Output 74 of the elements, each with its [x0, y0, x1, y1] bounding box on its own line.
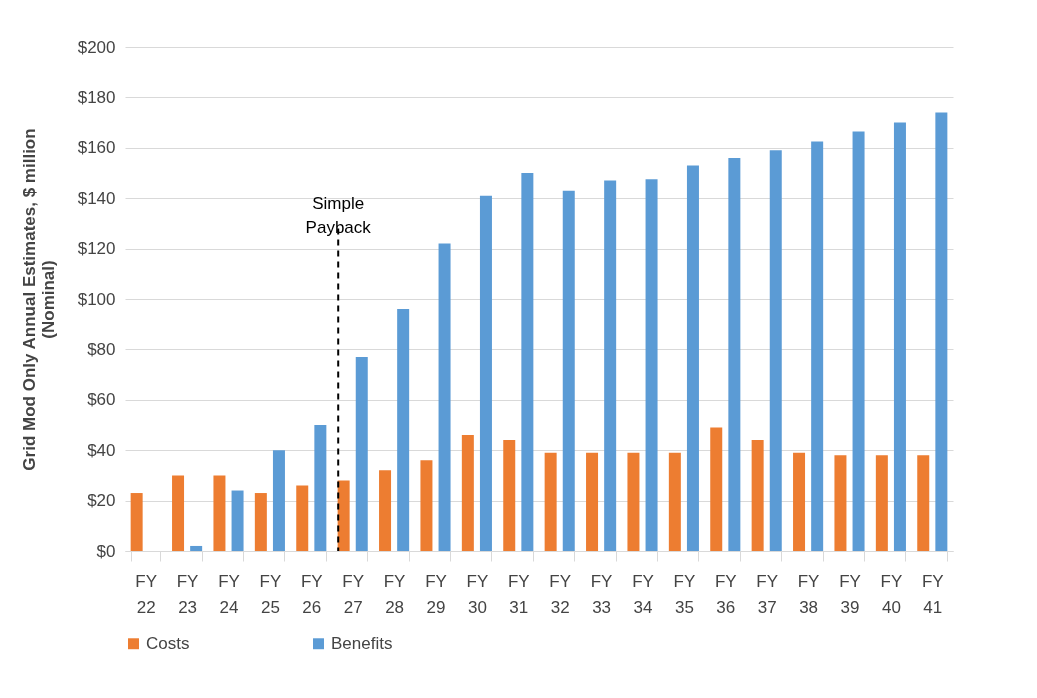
bar [917, 455, 930, 551]
x-tick-label: FY 33 [590, 571, 613, 617]
bar [751, 440, 764, 551]
x-tick-label: FY 37 [756, 571, 779, 617]
bar [893, 122, 906, 551]
bar [875, 455, 888, 551]
x-tick-label: FY 28 [383, 571, 406, 617]
x-tick-label: FY 30 [466, 571, 489, 617]
x-tick-label: FY 32 [549, 571, 572, 617]
x-tick-label: FY 25 [259, 571, 282, 617]
bar [479, 195, 492, 551]
bar [686, 165, 699, 551]
bar [710, 427, 723, 551]
y-tick-label: $40 [87, 440, 116, 460]
bar [231, 490, 244, 551]
bar [562, 190, 575, 551]
y-tick-label: $120 [77, 239, 116, 259]
bar [172, 475, 185, 551]
bar [521, 173, 534, 551]
y-tick-label: $80 [87, 339, 116, 359]
bar [420, 460, 433, 551]
bar [668, 452, 681, 551]
y-tick-label: $0 [96, 541, 116, 561]
bar [272, 450, 285, 551]
y-tick-label: $180 [77, 87, 116, 107]
y-tick-label: $200 [77, 37, 116, 57]
x-tick-label: FY 36 [714, 571, 737, 617]
bar [438, 243, 451, 551]
legend-label: Costs [146, 633, 190, 653]
y-tick-label: $100 [77, 289, 116, 309]
bar [586, 452, 599, 551]
x-tick-label: FY 26 [300, 571, 323, 617]
x-tick-label: FY 31 [507, 571, 530, 617]
x-tick-label: FY 27 [342, 571, 365, 617]
bar [834, 455, 847, 551]
bar [213, 475, 226, 551]
bar [130, 493, 143, 551]
bar [397, 309, 410, 551]
x-tick-label: FY 29 [425, 571, 447, 617]
bar [254, 493, 267, 551]
x-tick-label: FY 22 [135, 571, 158, 617]
bar [852, 131, 865, 551]
bar [190, 545, 203, 551]
ref-line-label: Simple Payback [305, 194, 372, 238]
bar [296, 485, 309, 551]
bar [355, 356, 368, 551]
x-tick-label: FY 39 [839, 571, 861, 617]
bar [503, 440, 516, 551]
x-tick-label: FY 38 [797, 571, 820, 617]
bar [769, 150, 782, 551]
x-tick-label: FY 35 [673, 571, 696, 617]
x-tick-label: FY 23 [176, 571, 199, 617]
x-tick-label: FY 40 [880, 571, 903, 617]
bar [645, 179, 658, 551]
y-tick-label: $60 [87, 390, 116, 410]
bar [793, 452, 806, 551]
bar [379, 470, 392, 551]
x-tick-label: FY 24 [218, 571, 240, 617]
legend-label: Benefits [331, 633, 393, 653]
bar [604, 180, 617, 551]
bar [811, 141, 824, 551]
y-tick-label: $160 [77, 138, 116, 158]
bar [461, 435, 474, 551]
bar [728, 157, 741, 551]
x-tick-label: FY 34 [632, 571, 654, 617]
bar [314, 425, 327, 551]
y-tick-label: $140 [77, 188, 116, 208]
y-tick-label: $20 [87, 491, 116, 511]
x-tick-label: FY 41 [921, 571, 944, 617]
bar [337, 480, 350, 551]
y-axis-title: Grid Mod Only Annual Estimates, $ million (Nominal) [19, 128, 58, 471]
bar [935, 112, 948, 551]
bar [544, 452, 557, 551]
bar [627, 452, 640, 551]
